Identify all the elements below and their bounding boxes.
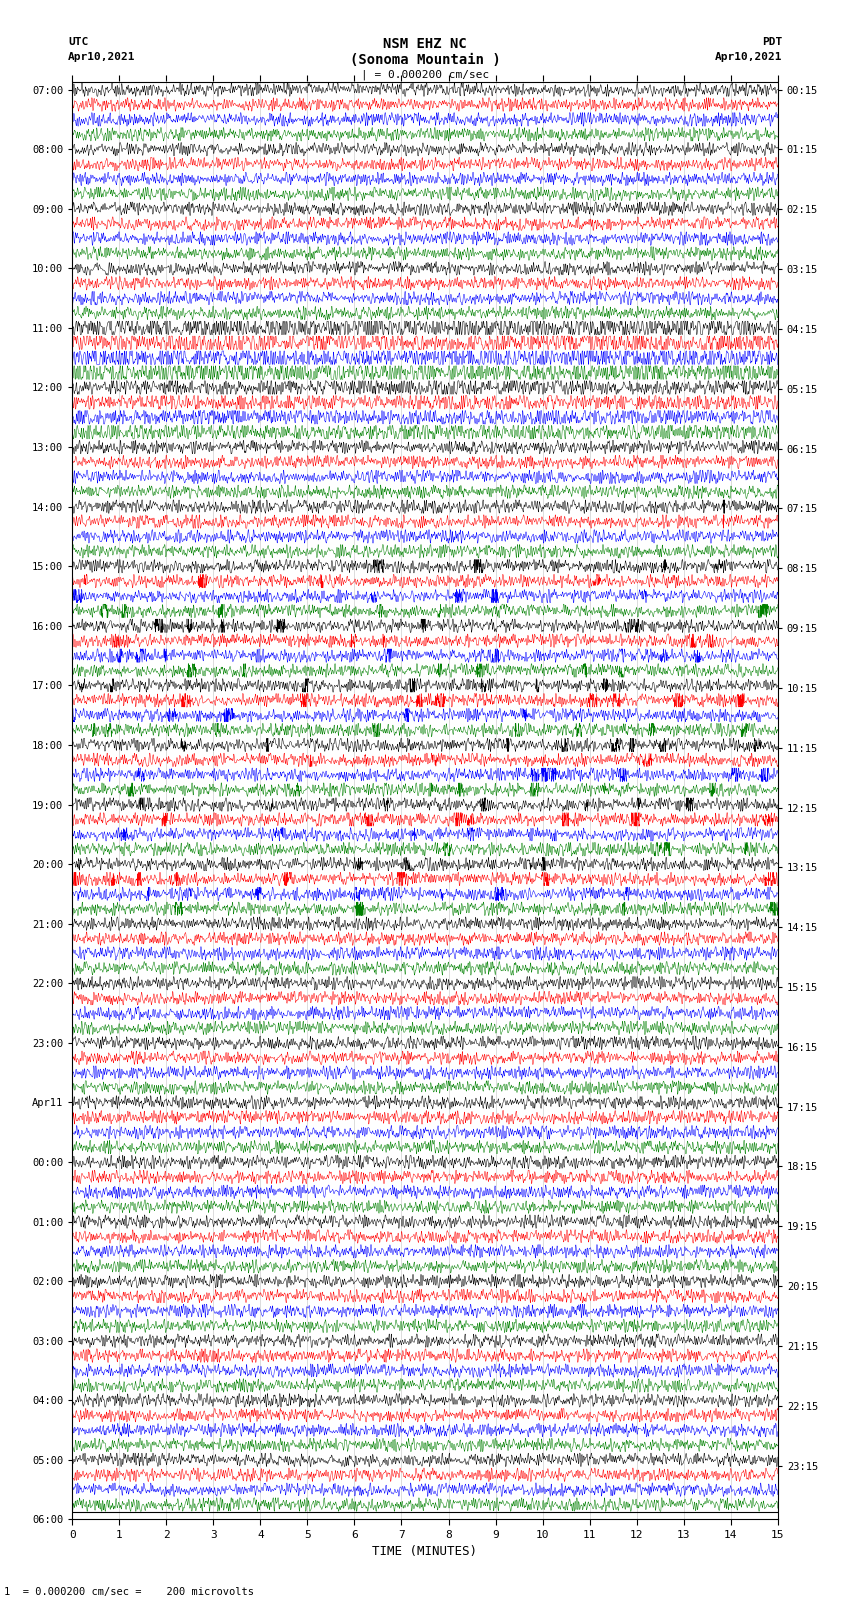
Text: | = 0.000200 cm/sec: | = 0.000200 cm/sec: [361, 69, 489, 81]
Text: (Sonoma Mountain ): (Sonoma Mountain ): [349, 53, 501, 68]
Text: PDT: PDT: [762, 37, 782, 47]
Text: Apr10,2021: Apr10,2021: [68, 52, 135, 61]
Text: UTC: UTC: [68, 37, 88, 47]
Text: 1  = 0.000200 cm/sec =    200 microvolts: 1 = 0.000200 cm/sec = 200 microvolts: [4, 1587, 254, 1597]
Text: Apr10,2021: Apr10,2021: [715, 52, 782, 61]
Text: NSM EHZ NC: NSM EHZ NC: [383, 37, 467, 52]
X-axis label: TIME (MINUTES): TIME (MINUTES): [372, 1545, 478, 1558]
